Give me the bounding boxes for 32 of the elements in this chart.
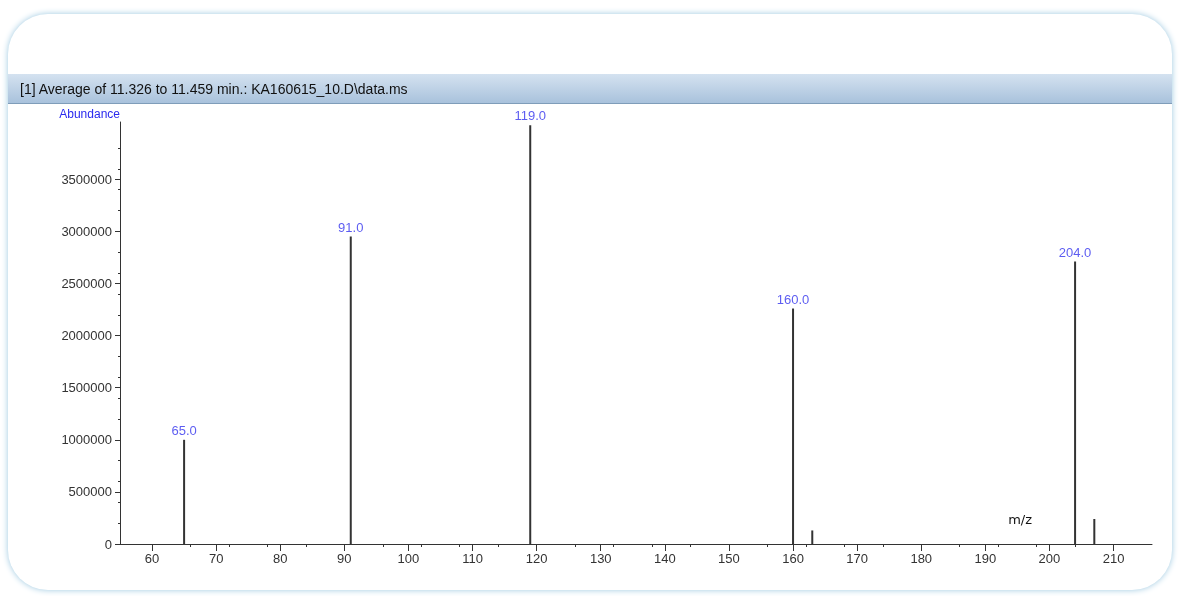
- chart-title: [1] Average of 11.326 to 11.459 min.: KA160615_10.D\data.ms: [8, 74, 1172, 104]
- y-tick-label: 0: [104, 536, 112, 552]
- y-tick-label: 2500000: [61, 276, 112, 292]
- x-tick-label: 80: [273, 551, 288, 566]
- x-tick-label: 210: [1102, 551, 1125, 566]
- y-axis-title: Abundance: [59, 107, 121, 121]
- x-tick-label: 180: [910, 551, 933, 566]
- x-tick-label: 70: [208, 551, 224, 566]
- x-tick-label: 120: [525, 551, 548, 566]
- x-tick-label: 190: [974, 551, 997, 566]
- x-tick-label: 170: [846, 551, 868, 566]
- annotation: 160.0: [776, 291, 810, 307]
- y-tick-label: 1000000: [61, 432, 112, 448]
- y-tick-label: 1500000: [61, 380, 112, 396]
- annotation: 91.0: [338, 219, 364, 235]
- x-tick-label: 160: [782, 551, 804, 566]
- x-tick-label: 110: [462, 551, 483, 566]
- y-tick-label: 3500000: [61, 171, 112, 187]
- x-tick-label: 130: [589, 551, 612, 566]
- x-tick-label: 100: [397, 551, 420, 566]
- x-tick-label: 140: [653, 551, 676, 566]
- y-tick-label: 2000000: [61, 328, 112, 344]
- annotation: 65.0: [171, 422, 197, 438]
- x-axis-title: m/z: [1008, 512, 1033, 527]
- x-tick-label: 60: [144, 551, 160, 566]
- x-tick-label: 200: [1038, 551, 1061, 566]
- annotation: 119.0: [514, 108, 547, 124]
- y-tick-label: 3000000: [61, 223, 112, 239]
- y-tick-label: 500000: [68, 484, 112, 500]
- x-tick-label: 90: [337, 551, 352, 566]
- x-tick-label: 150: [718, 551, 740, 566]
- annotation: 204.0: [1058, 244, 1092, 260]
